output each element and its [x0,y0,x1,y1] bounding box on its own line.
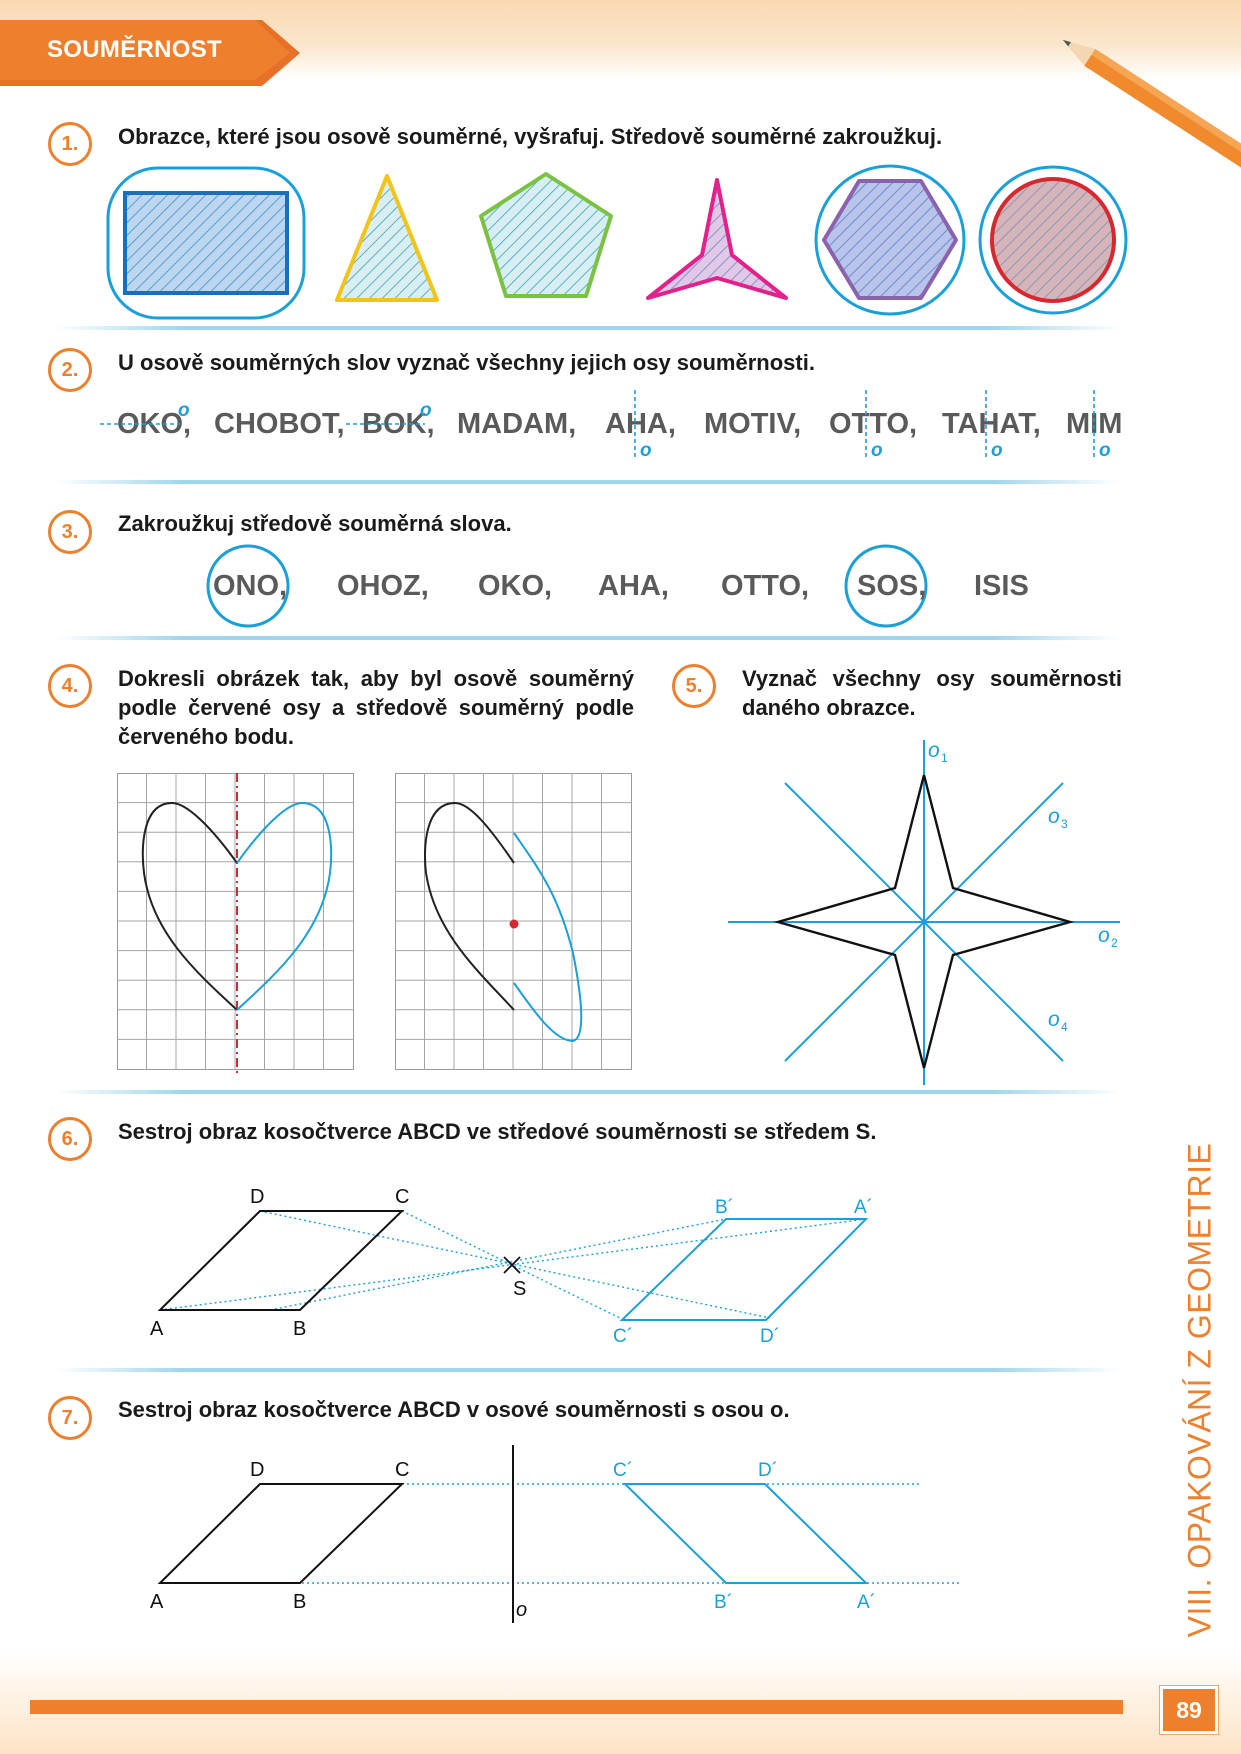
svg-text:C´: C´ [613,1460,633,1481]
task-number: 2. [48,348,92,392]
task-instruction: Sestroj obraz kosočtverce ABCD v osové s… [118,1397,790,1422]
task-instruction: U osově souměrných slov vyznač všechny j… [118,350,815,375]
svg-text:D: D [250,1459,264,1481]
task-instruction: Vyznač všechny osy souměrnosti daného ob… [742,666,1122,720]
svg-text:1: 1 [941,751,948,765]
task-number: 1. [48,122,92,166]
word-motiv: MOTIV, [704,408,802,440]
task4-grid-axis [117,773,354,1073]
word-tahat: TAHAT, [942,408,1041,440]
svg-text:B: B [293,1318,306,1340]
rectangle-ring [106,166,306,320]
svg-text:C: C [395,1459,409,1481]
hexagon-shape [822,179,958,300]
word-sos: SOS, [857,570,927,602]
rhombus-image [622,1483,869,1584]
svg-text:C: C [395,1186,409,1208]
svg-text:B´: B´ [714,1592,733,1613]
task3-circles [206,544,928,628]
divider [55,480,1120,484]
task6-construction: A B C D S A´ B´ C´ D´ [150,1186,873,1345]
svg-text:B: B [293,1591,306,1613]
task-number: 5. [672,664,716,708]
svg-text:S: S [513,1278,526,1300]
word-otto: OTTO, [829,408,918,440]
svg-text:D´: D´ [758,1460,778,1481]
word-chobot: CHOBOT, [214,408,345,440]
svg-text:A´: A´ [857,1592,876,1613]
svg-text:A: A [150,1591,164,1613]
divider [55,326,1120,330]
divider [55,636,1120,640]
task-instruction: Obrazce, které jsou osově souměrné, vyšr… [118,124,943,149]
rhombus-image [619,1218,869,1321]
task2-axes [100,390,1095,460]
chapter-sidebar: VIII. OPAKOVÁNÍ Z GEOMETRIE [1180,1142,1220,1638]
rhombus-abcd [157,1210,405,1311]
task-number: 6. [48,1117,92,1161]
axis-label: o [420,400,432,421]
word-isis: ISIS [974,570,1029,602]
word-ohoz: OHOZ, [337,570,429,602]
header-tab [0,20,300,86]
word-otto: OTTO, [721,570,810,602]
task5-star: o 1 o 2 o 3 o 4 [728,739,1120,1085]
svg-text:o: o [516,1599,527,1621]
pentagon-shape [479,172,613,298]
word-madam: MADAM, [457,408,577,440]
axis-label: o [640,440,652,461]
svg-text:D: D [250,1186,264,1208]
task-instruction: Sestroj obraz kosočtverce ABCD ve středo… [118,1119,877,1144]
rhombus-abcd [157,1483,405,1584]
footer-bar [30,1700,1123,1714]
page-number: 89 [1160,1686,1218,1734]
word-aha: AHA, [605,408,676,440]
svg-text:3: 3 [1061,817,1068,831]
svg-text:2: 2 [1111,936,1118,950]
axis-label: o [1099,440,1111,461]
task4-grid-point [395,773,632,1070]
axis-label: o [871,440,883,461]
hexagon-ring [814,164,966,316]
word-ono: ONO, [213,570,288,602]
task-instruction: Zakroužkuj středově souměrná slova. [118,511,512,536]
chapter-title: SOUMĚRNOST [47,36,223,63]
svg-text:4: 4 [1061,1020,1068,1034]
svg-text:D´: D´ [760,1326,780,1345]
sidebar-label: VIII. OPAKOVÁNÍ Z GEOMETRIE [1181,1142,1218,1638]
task-instruction: Dokresli obrázek tak, aby byl osově soum… [118,666,634,749]
svg-text:o: o [1098,924,1110,947]
svg-text:o: o [1048,805,1060,828]
circle-ring [978,165,1128,315]
svg-text:o: o [928,739,940,762]
triangle-shape [335,174,439,302]
task-number: 7. [48,1396,92,1440]
pencil-illustration [1062,39,1241,170]
svg-text:A: A [150,1318,164,1340]
svg-text:A´: A´ [854,1197,873,1218]
rectangle-shape [123,191,289,295]
task-number: 4. [48,664,92,708]
task7-construction: A B C D o C´ D´ B´ A´ [150,1445,962,1623]
svg-text:B´: B´ [715,1197,734,1218]
svg-text:o: o [1048,1008,1060,1031]
svg-text:C´: C´ [613,1326,633,1345]
star-shape [646,178,788,300]
divider [55,1090,1120,1094]
word-oko: OKO, [478,570,553,602]
axis-label: o [991,440,1003,461]
divider [55,1368,1120,1372]
axis-label: o [178,400,190,421]
task1-shapes [106,164,1128,320]
task-number: 3. [48,510,92,554]
circle-shape [990,177,1116,303]
word-aha: AHA, [598,570,669,602]
